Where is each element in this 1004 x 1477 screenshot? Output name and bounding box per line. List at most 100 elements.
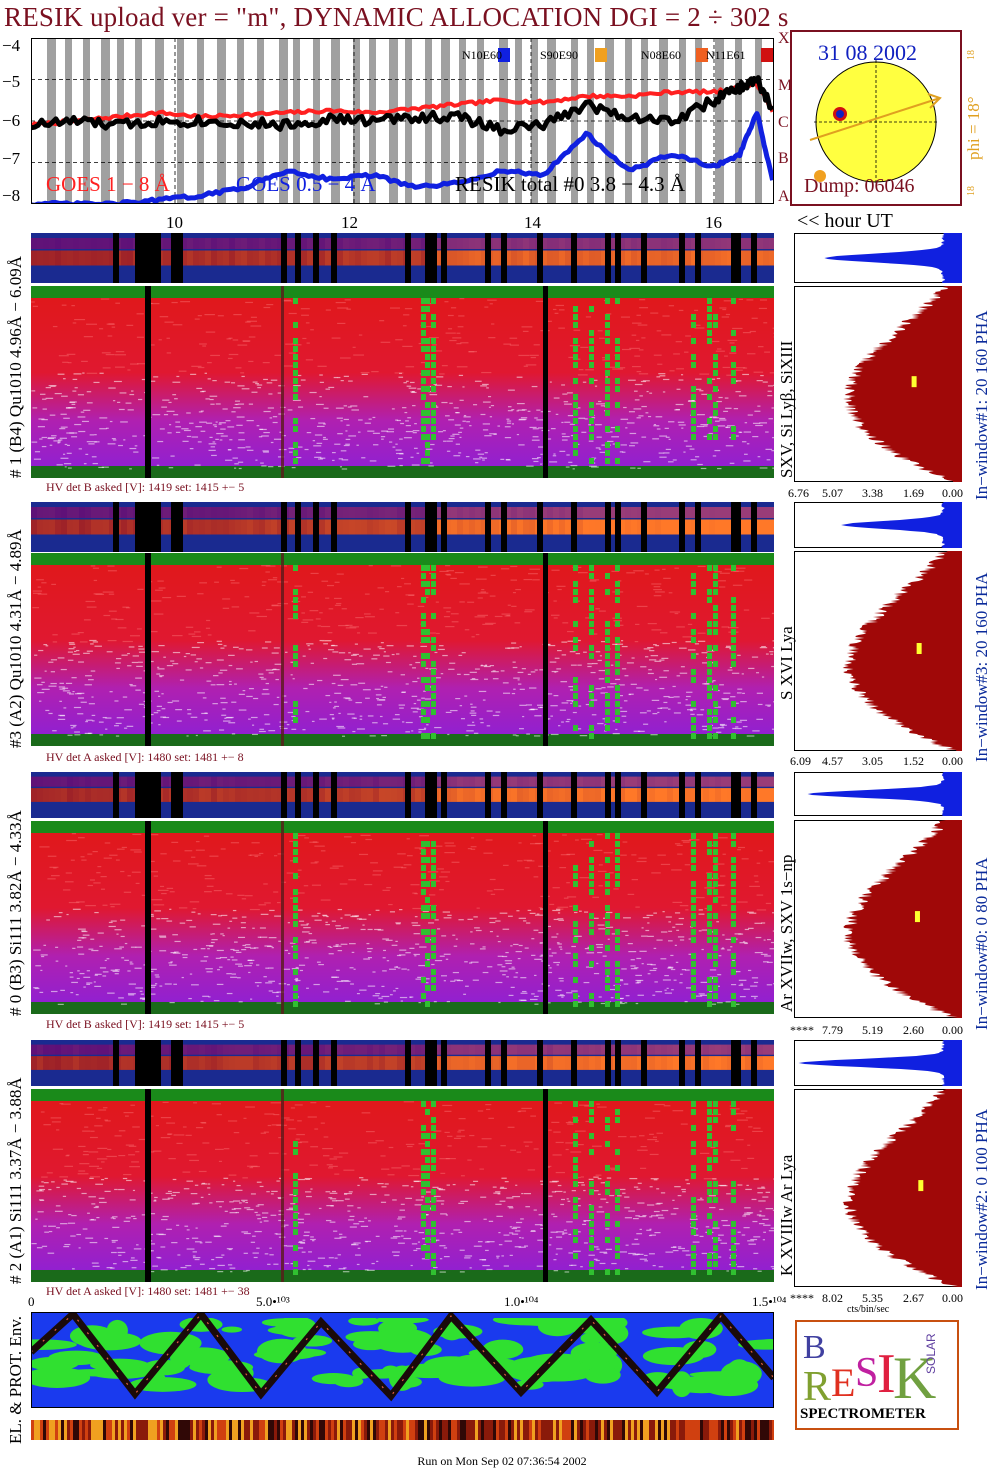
- spectrogram-speckle: [42, 408, 47, 410]
- spectrogram-speckle: [228, 683, 232, 686]
- spectrogram-speckle: [760, 374, 764, 377]
- strip-band-cell: [163, 519, 169, 535]
- strip-band-cell: [541, 519, 547, 535]
- strip-band-cell: [625, 788, 631, 802]
- spectrogram-speckle: [154, 974, 159, 976]
- spectrogram-speckle: [298, 1241, 305, 1244]
- spectrogram-speckle: [678, 1247, 685, 1250]
- spectrogram-speckle: [309, 391, 317, 394]
- spectrogram-speckle: [741, 673, 744, 675]
- spectrogram-speckle: [496, 935, 499, 937]
- spectrogram-speckle: [64, 466, 67, 468]
- strip-band-cell: [121, 776, 127, 787]
- spectrogram-speckle: [94, 434, 97, 436]
- spectrogram-speckle: [350, 654, 357, 656]
- spectrogram-green-stripe: [615, 1001, 620, 1007]
- spectrogram-speckle: [344, 980, 351, 982]
- spectrogram-speckle: [356, 992, 360, 995]
- spectrogram-speckle: [70, 727, 74, 729]
- spectrogram-speckle: [205, 662, 212, 664]
- spectrogram-green-stripe: [707, 733, 712, 739]
- spectrogram-green-stripe: [431, 581, 436, 587]
- spectrogram-speckle: [236, 424, 243, 426]
- spectrogram-speckle: [336, 725, 345, 728]
- strip-band-cell: [85, 788, 91, 802]
- spectrogram-speckle: [446, 1000, 451, 1003]
- strip-band-cell: [349, 238, 355, 249]
- spectrogram-speckle: [216, 684, 225, 686]
- spectrogram-speckle: [690, 709, 694, 712]
- spectrogram-speckle: [529, 998, 538, 1001]
- strip-band-cell: [103, 788, 109, 802]
- strip-band-cell: [517, 519, 523, 535]
- spectrogram-speckle: [639, 1228, 642, 1230]
- spectrogram-speckle: [394, 714, 400, 716]
- spectrogram-speckle: [638, 349, 644, 351]
- strip-band-cell: [589, 776, 595, 787]
- spectrogram-speckle: [766, 984, 773, 986]
- spectrogram-speckle: [424, 698, 431, 700]
- spectrogram-speckle: [102, 975, 107, 977]
- spectrogram-speckle: [360, 1225, 369, 1227]
- spectrogram-speckle: [516, 433, 520, 436]
- spectrogram-speckle: [475, 633, 480, 636]
- spectrogram-speckle: [750, 995, 758, 998]
- spectrogram-speckle: [67, 467, 72, 469]
- spectrogram-speckle: [664, 721, 667, 723]
- spectrogram-speckle: [660, 931, 668, 933]
- spectrogram-speckle: [649, 392, 653, 394]
- spectrogram-speckle: [267, 1263, 271, 1265]
- spectrogram-speckle: [334, 581, 340, 583]
- spectrogram-speckle: [384, 686, 388, 688]
- spectrogram-speckle: [186, 435, 192, 438]
- spectrogram-speckle: [743, 1227, 750, 1229]
- spectrogram-green-stripe: [421, 677, 426, 683]
- spectrogram-speckle: [742, 941, 746, 943]
- spectrogram-speckle: [757, 1192, 763, 1194]
- strip-band-cell: [703, 250, 709, 266]
- spectrogram-speckle: [561, 439, 568, 441]
- spectrogram-speckle: [63, 378, 66, 380]
- strip-band-cell: [625, 1044, 631, 1055]
- spectrogram-speckle: [159, 675, 164, 677]
- spectrogram-speckle: [610, 997, 614, 999]
- spectrogram-speckle: [406, 838, 410, 840]
- spectrogram-speckle: [88, 443, 95, 445]
- spectrogram-speckle: [376, 697, 379, 700]
- spectrogram-speckle: [375, 909, 380, 911]
- spectrogram-speckle: [109, 691, 113, 693]
- spectrogram-speckle: [574, 935, 582, 937]
- spectrogram-speckle: [406, 385, 412, 387]
- spectrogram-speckle: [341, 459, 349, 461]
- spectrogram-speckle: [718, 396, 723, 399]
- spectrogram-speckle: [222, 935, 225, 937]
- spectrogram-speckle: [399, 438, 403, 440]
- strip-band-cell: [307, 1056, 313, 1070]
- spectrogram-speckle: [437, 868, 444, 870]
- spectrogram-speckle: [456, 343, 462, 345]
- strip-band-cell: [361, 238, 367, 249]
- spectrogram-speckle: [261, 693, 270, 695]
- spectrogram-green-stripe: [605, 322, 610, 328]
- strip-band-cell: [637, 1044, 643, 1055]
- spectrogram-speckle: [204, 372, 208, 374]
- spectrogram-speckle: [634, 640, 639, 643]
- spectrogram-green-stripe: [615, 873, 620, 879]
- strip-band-cell: [265, 250, 271, 266]
- strip-band-cell: [727, 1056, 733, 1070]
- spectrogram-speckle: [127, 665, 132, 667]
- strip-band-cell: [277, 507, 283, 518]
- spectrogram-speckle: [172, 663, 179, 665]
- spectrogram-speckle: [379, 648, 385, 650]
- spectrogram-speckle: [116, 717, 124, 719]
- spectrogram-speckle: [220, 933, 224, 935]
- spectrogram-speckle: [215, 957, 221, 959]
- spectrogram-speckle: [650, 312, 659, 314]
- spectrogram-speckle: [362, 924, 365, 926]
- strip-band-cell: [559, 776, 565, 787]
- spectrogram-green-stripe: [713, 857, 718, 863]
- spectrogram-speckle: [121, 654, 128, 656]
- spectrogram-speckle: [185, 1265, 192, 1267]
- spectrogram-speckle: [222, 607, 230, 609]
- spectrogram-green-stripe: [293, 717, 298, 723]
